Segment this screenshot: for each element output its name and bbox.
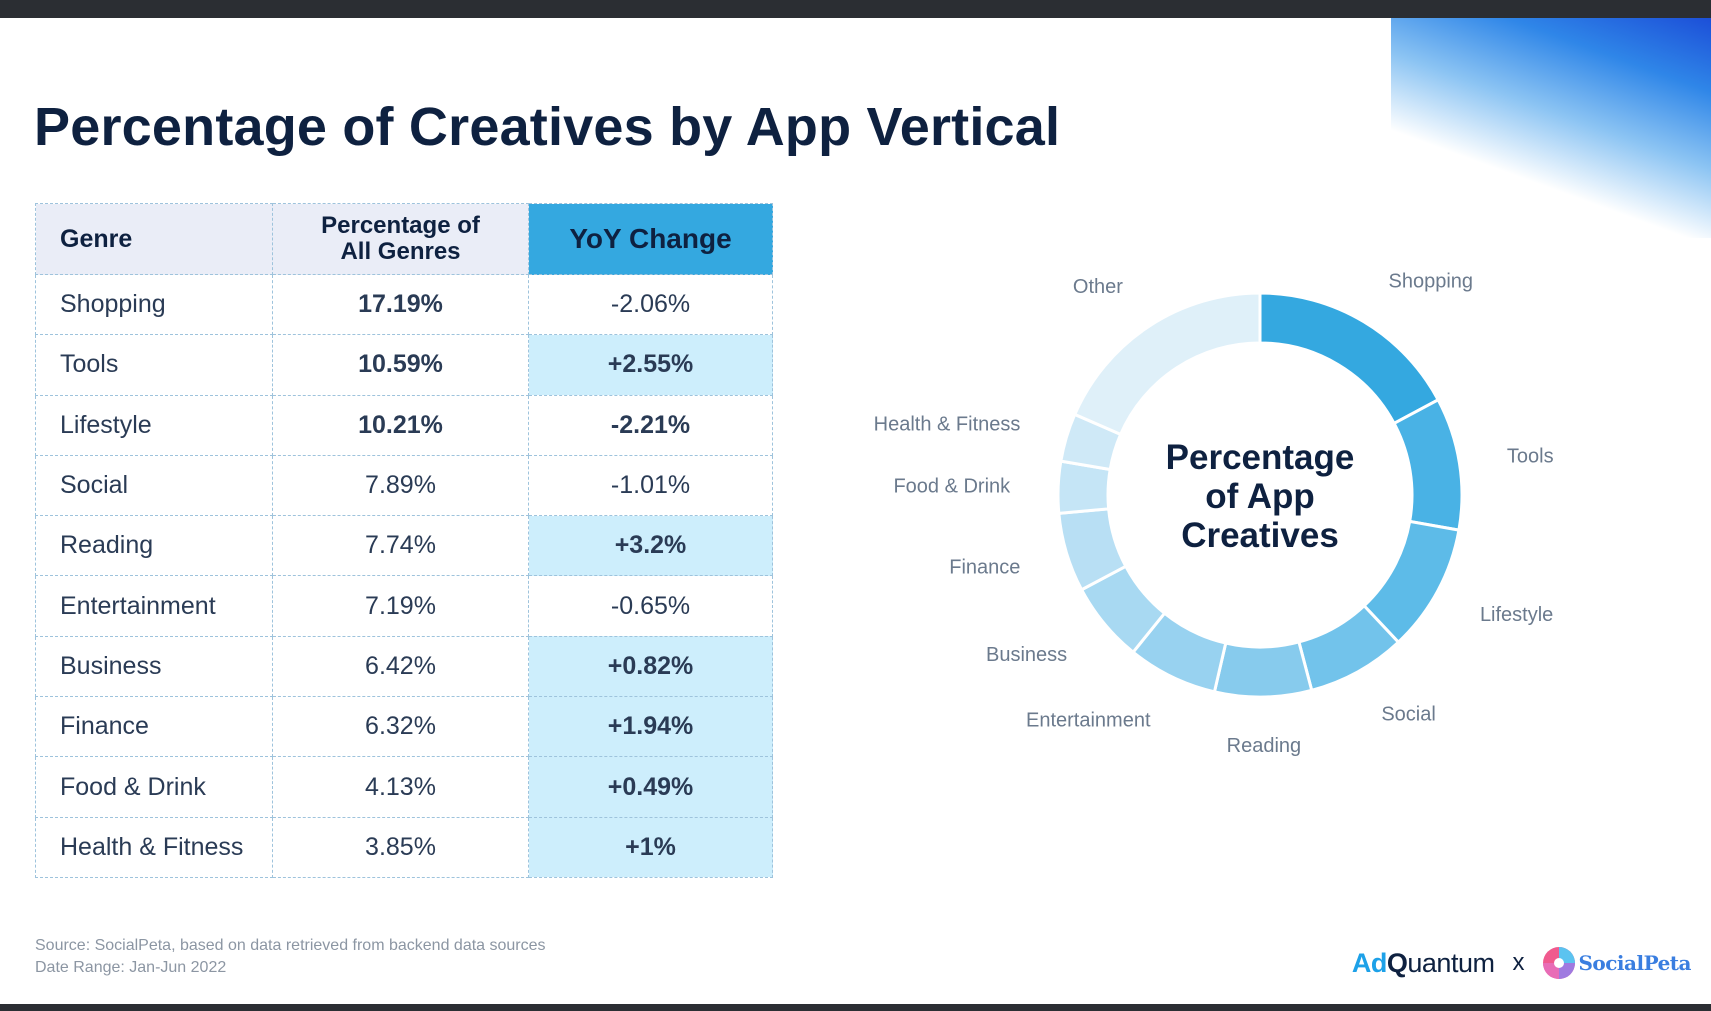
cell-genre: Business xyxy=(35,635,273,698)
table-row: Food & Drink 4.13% +0.49% xyxy=(35,756,773,818)
date-range-text: Date Range: Jan-Jun 2022 xyxy=(35,959,227,976)
brand-logos: AdQuantum x SocialPeta xyxy=(1352,944,1691,982)
table-row: Entertainment 7.19% -0.65% xyxy=(35,575,773,637)
cell-percentage: 10.21% xyxy=(272,394,529,456)
cell-genre: Finance xyxy=(35,696,273,758)
slice-label: Health & Fitness xyxy=(874,414,1021,436)
cell-genre: Social xyxy=(35,454,273,517)
cell-yoy-change: -2.21% xyxy=(528,394,773,456)
donut-chart: Shopping Tools Lifestyle Social Reading Enter… xyxy=(874,271,1554,757)
cell-percentage: 6.42% xyxy=(272,635,529,698)
header-genre: Genre xyxy=(35,203,273,275)
table-header-row: Genre Percentage of All Genres YoY Chang… xyxy=(35,203,773,275)
top-frame-bar xyxy=(0,0,1711,18)
cell-genre: Health & Fitness xyxy=(35,816,273,878)
cell-genre: Reading xyxy=(35,515,273,577)
slice-label: Shopping xyxy=(1389,271,1474,293)
corner-gradient-decoration xyxy=(1391,18,1711,238)
table-row: Tools 10.59% +2.55% xyxy=(35,334,773,396)
header-percentage-line2: All Genres xyxy=(340,238,461,265)
donut-slice-shopping xyxy=(1258,291,1441,426)
table-row: Finance 6.32% +1.94% xyxy=(35,696,773,758)
donut-center-label: of App xyxy=(1205,477,1315,516)
donut-center-label: Percentage xyxy=(1166,438,1355,477)
table-row: Shopping 17.19% -2.06% xyxy=(35,273,773,336)
donut-center-label: Creatives xyxy=(1181,516,1339,555)
table-body: Shopping 17.19% -2.06% Tools 10.59% +2.55% Lif… xyxy=(35,273,773,878)
adquantum-logo: AdQuantum xyxy=(1351,947,1495,978)
cell-yoy-change: +2.55% xyxy=(528,334,773,396)
table-row: Lifestyle 10.21% -2.21% xyxy=(35,394,773,456)
logo-separator: x xyxy=(1512,949,1525,976)
header-percentage-line1: Percentage of xyxy=(321,212,480,239)
header-yoy-change: YoY Change xyxy=(528,203,773,275)
cell-yoy-change: +1.94% xyxy=(528,696,773,758)
cell-percentage: 3.85% xyxy=(272,816,529,878)
cell-percentage: 7.89% xyxy=(272,454,529,517)
socialpeta-logo: SocialPeta xyxy=(1542,946,1691,980)
table-row: Reading 7.74% +3.2% xyxy=(35,515,773,577)
slice-label: Social xyxy=(1381,704,1435,726)
slice-label: Tools xyxy=(1507,446,1554,468)
cell-genre: Food & Drink xyxy=(35,756,273,818)
donut-slice-other xyxy=(1072,291,1262,437)
socialpeta-mark-icon xyxy=(1543,947,1576,979)
table-row: Social 7.89% -1.01% xyxy=(35,454,773,517)
source-note: Source: SocialPeta, based on data retrie… xyxy=(35,935,546,979)
cell-percentage: 7.19% xyxy=(272,575,529,637)
slice-label: Entertainment xyxy=(1026,710,1151,732)
table-row: Health & Fitness 3.85% +1% xyxy=(35,816,773,878)
page-title: Percentage of Creatives by App Vertical xyxy=(34,97,1061,157)
cell-percentage: 4.13% xyxy=(272,756,529,818)
genre-table: Genre Percentage of All Genres YoY Chang… xyxy=(35,203,773,878)
donut-slice-tools xyxy=(1392,397,1464,532)
source-text: Source: SocialPeta, based on data retrie… xyxy=(35,937,546,954)
bottom-frame-bar xyxy=(0,1004,1711,1011)
cell-percentage: 7.74% xyxy=(272,515,529,577)
cell-percentage: 6.32% xyxy=(272,696,529,758)
cell-genre: Tools xyxy=(35,334,273,396)
cell-yoy-change: +3.2% xyxy=(528,515,773,577)
slice-label: Reading xyxy=(1227,735,1302,757)
cell-yoy-change: +1% xyxy=(528,816,773,878)
cell-yoy-change: +0.82% xyxy=(528,635,773,698)
slice-label: Food & Drink xyxy=(893,475,1011,497)
cell-yoy-change: -0.65% xyxy=(528,575,773,637)
cell-yoy-change: -2.06% xyxy=(528,273,773,336)
cell-genre: Entertainment xyxy=(35,575,273,637)
table-row: Business 6.42% +0.82% xyxy=(35,635,773,698)
slice-label: Finance xyxy=(949,556,1020,578)
donut-slice-reading xyxy=(1212,640,1314,699)
cell-percentage: 17.19% xyxy=(272,273,529,336)
slice-label: Lifestyle xyxy=(1480,604,1553,626)
slice-label: Business xyxy=(986,644,1067,666)
slice-label: Other xyxy=(1073,276,1123,298)
cell-percentage: 10.59% xyxy=(272,334,529,396)
cell-genre: Shopping xyxy=(35,273,273,336)
cell-yoy-change: +0.49% xyxy=(528,756,773,818)
header-percentage: Percentage of All Genres xyxy=(272,203,529,275)
cell-genre: Lifestyle xyxy=(35,394,273,456)
cell-yoy-change: -1.01% xyxy=(528,454,773,517)
